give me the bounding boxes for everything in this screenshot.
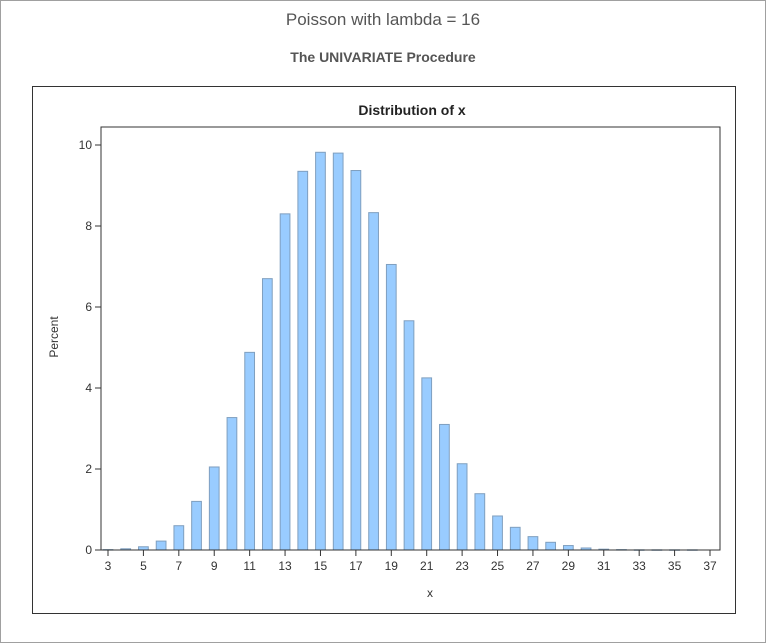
histogram-bar [385, 263, 397, 551]
x-tick-label: 7 [175, 559, 182, 573]
x-tick-label: 29 [562, 559, 576, 573]
histogram-bar [315, 151, 326, 551]
page-subtitle: The UNIVARIATE Procedure [290, 49, 476, 65]
histogram-bar [456, 463, 468, 551]
histogram-bar [297, 170, 309, 551]
histogram-bar [421, 377, 433, 551]
x-tick-label: 11 [243, 559, 256, 573]
y-tick-label: 4 [85, 381, 92, 395]
histogram-bar [208, 466, 220, 551]
y-tick-label: 0 [85, 543, 92, 557]
histogram-bar [474, 493, 486, 551]
histogram-bar [527, 536, 539, 551]
x-tick-label: 13 [278, 559, 292, 573]
histogram-bar [350, 170, 362, 551]
x-tick-label: 23 [455, 559, 469, 573]
histogram-bar [173, 525, 185, 551]
x-tick-label: 9 [211, 559, 218, 573]
page-title: Poisson with lambda = 16 [285, 10, 481, 29]
histogram-bar [279, 213, 291, 551]
histogram-bar [509, 526, 521, 551]
histogram-bar [226, 417, 238, 551]
histogram-bar [332, 152, 344, 551]
y-axis-label: Percent [47, 316, 61, 358]
graph-box: Distribution of x x Percent 3 5 7 9 11 13 15 17… [32, 86, 736, 614]
x-tick-label: 25 [491, 559, 505, 573]
x-axis-label: x [427, 586, 433, 600]
histogram-chart: Distribution of x x Percent 3 5 7 9 11 13 15 17… [47, 102, 721, 600]
histogram-bar [244, 351, 256, 551]
y-tick-label: 6 [85, 300, 92, 314]
histogram-bar [439, 423, 450, 551]
x-tick-label: 17 [349, 559, 363, 573]
histogram-bar [403, 320, 415, 551]
x-tick-label: 27 [526, 559, 540, 573]
chart-title: Distribution of x [358, 102, 466, 118]
y-tick-label: 8 [85, 219, 92, 233]
x-tick-label: 37 [703, 559, 717, 573]
x-tick-label: 19 [385, 559, 399, 573]
x-tick-label: 33 [632, 559, 646, 573]
x-tick-label: 15 [314, 559, 328, 573]
x-tick-label: 5 [140, 559, 147, 573]
histogram-bar [155, 540, 167, 551]
x-tick-label: 21 [420, 559, 434, 573]
histogram-bar [492, 515, 503, 551]
y-tick-label: 10 [79, 138, 93, 152]
x-tick-label: 35 [668, 559, 682, 573]
histogram-bar [562, 545, 574, 551]
histogram-bar [545, 541, 557, 551]
histogram-bar [368, 212, 379, 551]
histogram-bar [261, 278, 273, 551]
histogram-bar [191, 500, 202, 551]
plot-area-border [100, 126, 721, 551]
x-tick-label: 3 [105, 559, 112, 573]
y-tick-label: 2 [85, 462, 92, 476]
x-tick-label: 31 [597, 559, 611, 573]
